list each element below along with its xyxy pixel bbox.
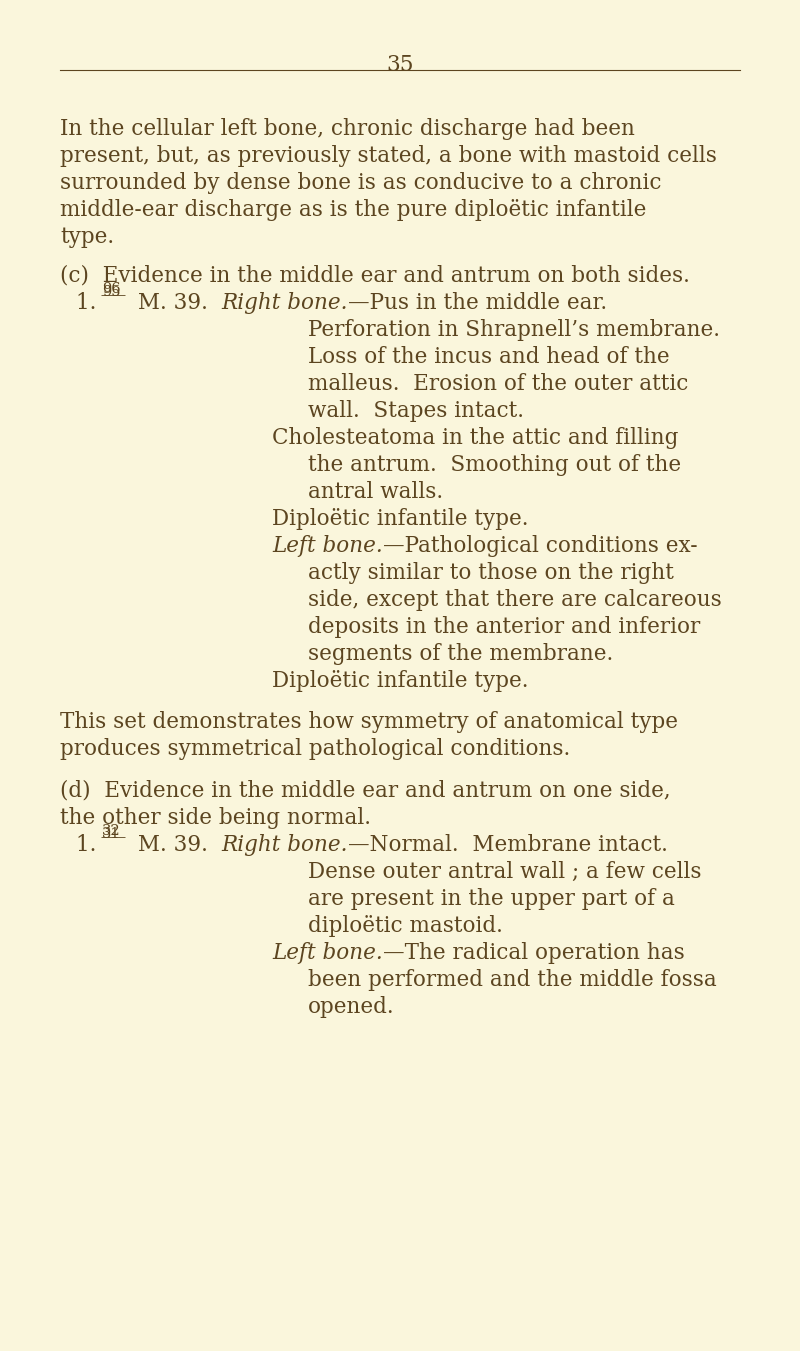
Text: Left bone.: Left bone. bbox=[272, 942, 382, 963]
Text: Left bone.: Left bone. bbox=[272, 535, 382, 557]
Text: the antrum.  Smoothing out of the: the antrum. Smoothing out of the bbox=[308, 454, 681, 476]
Text: malleus.  Erosion of the outer attic: malleus. Erosion of the outer attic bbox=[308, 373, 688, 394]
Text: 95: 95 bbox=[102, 285, 121, 299]
Text: diploëtic mastoid.: diploëtic mastoid. bbox=[308, 915, 503, 936]
Text: antral walls.: antral walls. bbox=[308, 481, 443, 503]
Text: 1.: 1. bbox=[76, 834, 101, 855]
Text: wall.  Stapes intact.: wall. Stapes intact. bbox=[308, 400, 524, 422]
Text: type.: type. bbox=[60, 226, 114, 247]
Text: surrounded by dense bone is as conducive to a chronic: surrounded by dense bone is as conducive… bbox=[60, 172, 662, 193]
Text: actly similar to those on the right: actly similar to those on the right bbox=[308, 562, 674, 584]
Text: M. 39.: M. 39. bbox=[131, 292, 222, 313]
Text: 32: 32 bbox=[102, 824, 121, 838]
Text: This set demonstrates how symmetry of anatomical type: This set demonstrates how symmetry of an… bbox=[60, 711, 678, 732]
Text: (d)  Evidence in the middle ear and antrum on one side,: (d) Evidence in the middle ear and antru… bbox=[60, 780, 670, 801]
Text: opened.: opened. bbox=[308, 996, 394, 1017]
Text: —Normal.  Membrane intact.: —Normal. Membrane intact. bbox=[348, 834, 668, 855]
Text: In the cellular left bone, chronic discharge had been: In the cellular left bone, chronic disch… bbox=[60, 118, 635, 139]
Text: the other side being normal.: the other side being normal. bbox=[60, 807, 371, 828]
Text: deposits in the anterior and inferior: deposits in the anterior and inferior bbox=[308, 616, 700, 638]
Text: Right bone.: Right bone. bbox=[222, 292, 348, 313]
Text: Cholesteatoma in the attic and filling: Cholesteatoma in the attic and filling bbox=[272, 427, 678, 449]
Text: M. 39.: M. 39. bbox=[131, 834, 222, 855]
Text: been performed and the middle fossa: been performed and the middle fossa bbox=[308, 969, 717, 990]
Text: Right bone.: Right bone. bbox=[222, 834, 348, 855]
Text: —Pathological conditions ex-: —Pathological conditions ex- bbox=[382, 535, 698, 557]
Text: present, but, as previously stated, a bone with mastoid cells: present, but, as previously stated, a bo… bbox=[60, 145, 717, 166]
Text: Loss of the incus and head of the: Loss of the incus and head of the bbox=[308, 346, 670, 367]
Text: middle-ear discharge as is the pure diploëtic infantile: middle-ear discharge as is the pure dipl… bbox=[60, 199, 646, 220]
Text: 96: 96 bbox=[102, 282, 121, 296]
Text: produces symmetrical pathological conditions.: produces symmetrical pathological condit… bbox=[60, 738, 570, 759]
Text: segments of the membrane.: segments of the membrane. bbox=[308, 643, 614, 665]
Text: 35: 35 bbox=[386, 54, 414, 76]
Text: side, except that there are calcareous: side, except that there are calcareous bbox=[308, 589, 722, 611]
Text: 1.: 1. bbox=[76, 292, 101, 313]
Text: (c)  Evidence in the middle ear and antrum on both sides.: (c) Evidence in the middle ear and antru… bbox=[60, 265, 690, 286]
Text: Perforation in Shrapnell’s membrane.: Perforation in Shrapnell’s membrane. bbox=[308, 319, 720, 340]
Text: —The radical operation has: —The radical operation has bbox=[382, 942, 685, 963]
Text: —Pus in the middle ear.: —Pus in the middle ear. bbox=[348, 292, 607, 313]
Text: 31: 31 bbox=[102, 827, 121, 840]
Text: Dense outer antral wall ; a few cells: Dense outer antral wall ; a few cells bbox=[308, 861, 702, 882]
Text: are present in the upper part of a: are present in the upper part of a bbox=[308, 888, 675, 909]
Text: Diploëtic infantile type.: Diploëtic infantile type. bbox=[272, 508, 529, 530]
Text: Diploëtic infantile type.: Diploëtic infantile type. bbox=[272, 670, 529, 692]
